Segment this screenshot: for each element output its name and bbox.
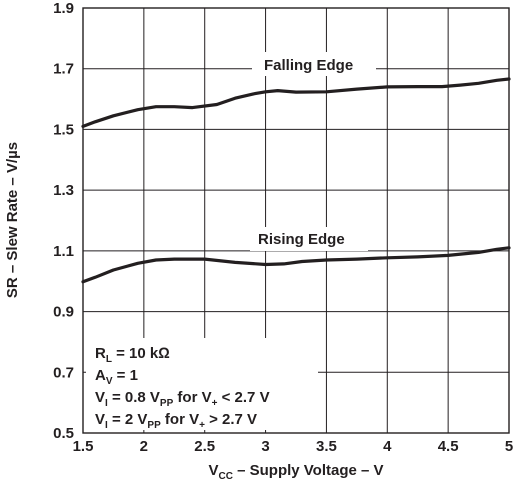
x-tick-label: 4.5 [438,438,459,455]
condition-line: VI = 2 VPP for V+ > 2.7 V [95,411,257,431]
y-tick-label: 1.9 [53,0,74,17]
y-tick-label: 0.5 [53,425,74,442]
condition-subscript: PP [147,420,161,431]
condition-line: AV = 1 [95,367,138,387]
condition-text: for V [173,389,211,406]
condition-subscript: + [212,398,218,409]
rising-edge-label: Rising Edge [258,231,345,248]
x-tick-label: 3.5 [316,438,337,455]
condition-subscript: I [105,398,108,409]
condition-text: = 10 kΩ [112,345,170,362]
x-tick-label: 1.5 [73,438,94,455]
condition-subscript: I [105,420,108,431]
x-tick-label: 4 [383,438,392,455]
condition-text: = 0.8 V [108,389,160,406]
y-tick-labels: 0.5 0.7 0.9 1.1 1.3 1.5 1.7 1.9 [53,0,74,442]
condition-subscript: L [106,354,112,365]
y-tick-label: 0.7 [53,364,74,381]
condition-text: V [95,389,105,406]
y-tick-label: 1.7 [53,61,74,78]
series-group [81,77,511,284]
y-tick-label: 1.1 [53,243,74,260]
rising-label-background [250,227,368,251]
x-tick-label: 5 [505,438,513,455]
condition-text: for V [161,411,199,428]
x-axis-title: VCC – Supply Voltage – V [208,462,383,482]
falling-label-background [252,52,376,76]
falling-edge-line [81,77,511,129]
condition-text: < 2.7 V [217,389,269,406]
condition-text: = 2 V [108,411,148,428]
x-axis-title-sub: CC [218,471,232,482]
x-tick-label: 2.5 [194,438,215,455]
y-axis-title: SR – Slew Rate – V/µs [4,142,21,298]
y-tick-label: 0.9 [53,304,74,321]
falling-edge-label: Falling Edge [264,57,353,74]
condition-text: V [95,411,105,428]
condition-text: A [95,367,106,384]
condition-subscript: V [106,376,113,387]
grid-lines [82,7,510,434]
y-tick-label: 1.3 [53,182,74,199]
x-tick-label: 2 [140,438,148,455]
condition-line: RL = 10 kΩ [95,345,170,365]
condition-text: = 1 [113,367,138,384]
condition-subscript: + [199,420,205,431]
condition-text: > 2.7 V [205,411,257,428]
x-axis-title-main: V [208,462,218,479]
plot-frame [82,7,510,434]
conditions-background [86,338,318,430]
condition-text: R [95,345,106,362]
condition-line: VI = 0.8 VPP for V+ < 2.7 V [95,389,270,409]
y-tick-label: 1.5 [53,121,74,138]
x-axis-title-rest: – Supply Voltage – V [233,462,384,479]
condition-subscript: PP [160,398,174,409]
x-tick-label: 3 [261,438,269,455]
rising-edge-line [81,246,511,284]
x-tick-labels: 1.5 2 2.5 3 3.5 4 4.5 5 [73,438,514,455]
